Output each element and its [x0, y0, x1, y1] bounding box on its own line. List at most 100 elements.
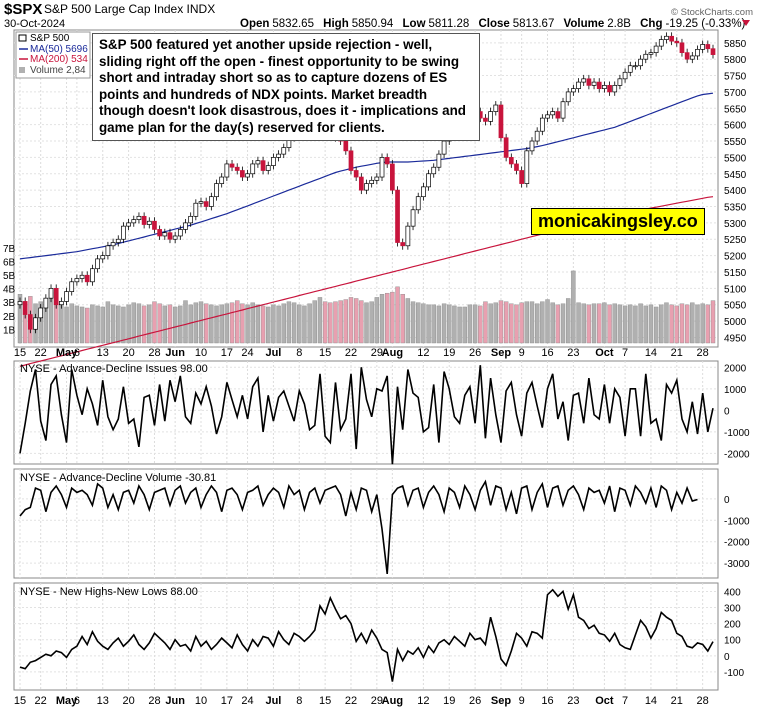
nhnl-tick-label: 100	[724, 636, 741, 647]
volume-bar	[410, 301, 416, 344]
volume-bar	[229, 302, 235, 344]
volume-bar	[524, 301, 530, 344]
x-axis-label: 12	[417, 347, 429, 359]
candle-body	[653, 45, 659, 53]
volume-bar	[462, 306, 467, 344]
nhnl-tick-label: -100	[724, 668, 744, 679]
x-axis-label: 8	[296, 695, 302, 707]
volume-bar	[219, 304, 224, 344]
x-axis-label: 22	[35, 347, 47, 359]
volume-bar	[441, 303, 447, 344]
x-axis-label: Oct	[595, 347, 614, 359]
x-axis-label: 9	[519, 347, 525, 359]
down-arrow-icon	[742, 20, 750, 26]
high-label: High	[323, 18, 349, 30]
candle-body	[534, 130, 540, 142]
candle-body	[700, 44, 706, 50]
volume-bar	[193, 302, 199, 344]
candle-body	[596, 81, 602, 90]
volume-bar	[503, 301, 509, 344]
candle-body	[581, 78, 587, 83]
volume-bar	[209, 304, 214, 344]
candle-body	[136, 215, 142, 220]
volume-tick-label: 6B	[3, 257, 16, 268]
candle-body	[638, 58, 643, 67]
candle-body	[565, 91, 571, 103]
volume-bar	[276, 305, 281, 344]
volume-bar	[74, 305, 80, 344]
price-tick-label: 5350	[724, 203, 747, 214]
candle-body	[43, 297, 49, 309]
volume-bar	[255, 304, 261, 344]
volume-bar	[240, 303, 245, 344]
candle-body	[79, 274, 85, 279]
volume-bar	[105, 301, 111, 344]
volume-bar	[286, 301, 292, 344]
candle-body	[410, 209, 416, 227]
volume-bar	[328, 302, 333, 344]
candle-body	[488, 111, 493, 122]
volume-tick-label: 1B	[3, 325, 16, 336]
volume-bar	[333, 301, 338, 344]
candle-body	[141, 215, 147, 225]
ad-issues-tick-label: -2000	[724, 449, 750, 460]
x-axis-label: 10	[195, 347, 207, 359]
candle-body	[669, 35, 674, 42]
candle-body	[519, 170, 524, 184]
ad-issues-tick-label: 1000	[724, 385, 747, 396]
volume-bar	[560, 303, 566, 344]
volume-bar	[426, 304, 431, 344]
candle-body	[710, 48, 716, 55]
x-axis-label: 21	[671, 347, 683, 359]
x-axis-label: 22	[35, 695, 47, 707]
candle-body	[33, 317, 38, 330]
x-axis-label: Jun	[165, 347, 185, 359]
volume-bar	[79, 306, 85, 344]
volume-bar	[116, 305, 121, 344]
candle-body	[514, 163, 519, 171]
candle-body	[53, 287, 59, 306]
x-axis-label: 12	[417, 695, 429, 707]
volume-tick-label: 4B	[3, 285, 16, 296]
high-value: 5850.94	[352, 18, 394, 30]
volume-bar	[705, 304, 711, 344]
volume-bar	[674, 305, 679, 344]
volume-bar	[612, 303, 617, 344]
x-axis-label: 29	[371, 695, 383, 707]
volume-bar	[245, 304, 250, 344]
volume-bar	[126, 304, 131, 344]
volume-tick-label: 2B	[3, 312, 16, 323]
volume-bar	[390, 291, 395, 344]
x-axis-label: 28	[148, 347, 160, 359]
volume-bar	[571, 270, 576, 344]
candle-body	[69, 281, 75, 292]
candle-body	[271, 157, 276, 166]
volume-bar	[395, 286, 400, 344]
candle-body	[219, 176, 225, 184]
volume-bar	[436, 305, 442, 344]
volume-bar	[162, 305, 168, 344]
candle-body	[48, 287, 54, 299]
x-axis-label: 14	[645, 695, 657, 707]
x-axis-label: May	[56, 347, 78, 359]
price-tick-label: 5500	[724, 153, 747, 164]
candle-body	[421, 186, 426, 198]
volume-bar	[121, 306, 126, 344]
candle-body	[508, 157, 514, 165]
candle-body	[622, 71, 628, 80]
candle-body	[115, 238, 121, 243]
watermark-logo: monicakingsley.co	[531, 208, 705, 235]
x-axis-label: 26	[469, 695, 481, 707]
candle-body	[498, 104, 504, 139]
candle-body	[550, 111, 556, 116]
ma50-line	[19, 92, 714, 260]
candle-body	[503, 137, 509, 158]
volume-bar	[343, 299, 349, 344]
price-tick-label: 5000	[724, 317, 747, 328]
candle-body	[240, 170, 245, 178]
candle-body	[260, 160, 266, 171]
x-axis-label: 13	[97, 695, 109, 707]
price-tick-label: 5050	[724, 301, 747, 312]
source-credit: © StockCharts.com	[671, 7, 753, 18]
volume-bar	[700, 303, 705, 344]
